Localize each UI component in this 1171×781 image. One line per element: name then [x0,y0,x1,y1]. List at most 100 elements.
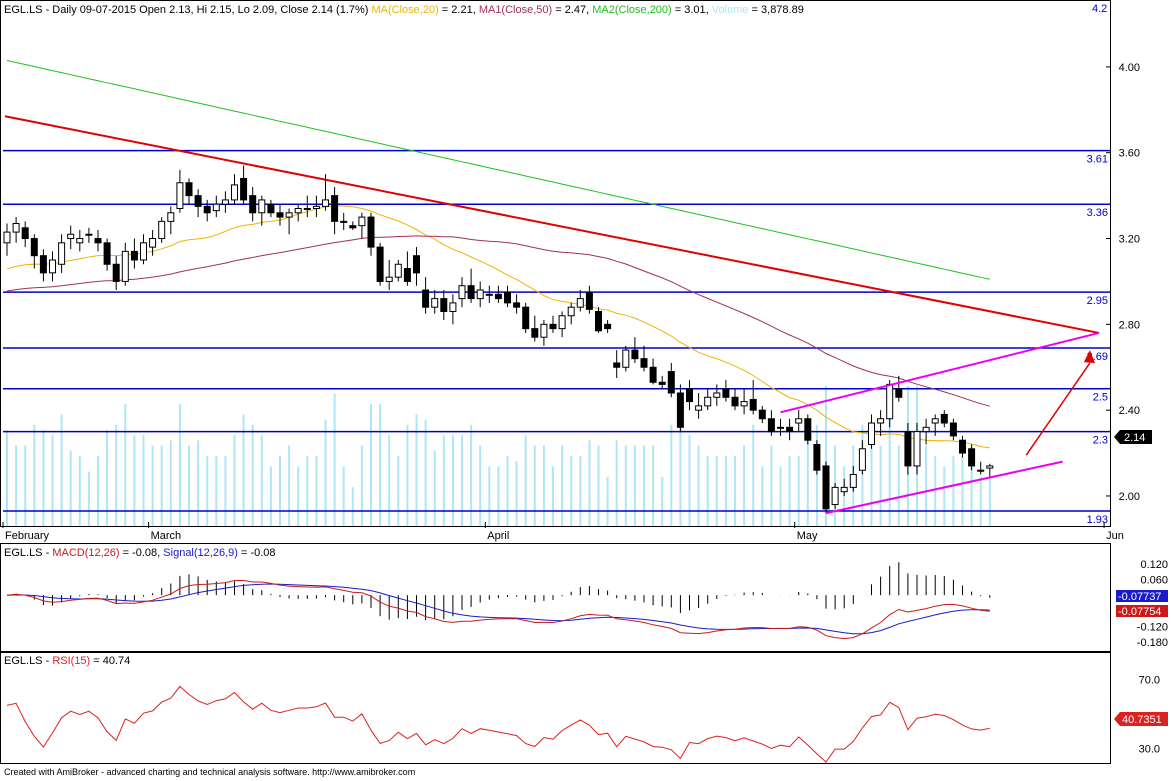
candle-body [576,298,584,308]
projection-arrow-head [1083,350,1095,364]
rsi-label: RSI(15) [52,655,90,667]
candle-body [731,396,739,407]
candle-body [822,465,830,510]
macd-header: EGL.LS - MACD(12,26) = -0.08, Signal(12,… [4,547,276,559]
candle-body [649,366,657,383]
downtrend-line [4,115,1100,334]
candle-body [567,306,575,317]
candle-body [440,298,448,312]
candle-body [403,268,411,282]
candle-body [740,401,748,407]
corner-value: 4.2 [1092,3,1107,15]
candle-body [795,418,803,424]
candle-body [258,199,266,214]
candle-body [840,486,848,493]
candle-body [194,195,202,207]
candle-body [467,285,475,300]
candle-body [322,199,329,207]
candle-body [895,388,903,398]
candle-body [431,298,439,308]
macd-label: MACD(12,26) [52,547,119,559]
candle-body [130,250,138,261]
candle-body [303,207,311,210]
rsi-panel[interactable] [0,652,1111,764]
candle-body [58,242,66,265]
rsi-value: = 40.74 [90,655,130,667]
candle-body [713,392,721,398]
candle-body [367,216,375,248]
ma50-value: = 2.47, [552,4,592,16]
candle-body [67,233,75,240]
ma20-line [6,205,990,449]
candle-body [376,246,384,282]
price-panel[interactable] [0,0,1111,527]
candle-body [494,293,502,300]
month-label: February [5,530,50,542]
candle-body [21,227,29,240]
candle-body [513,302,521,308]
level-label: 3.36 [1087,207,1108,219]
candle-body [949,422,957,437]
candle-body [449,302,457,312]
candle-body [704,396,712,407]
candle-body [804,418,812,441]
candle-body [176,182,184,209]
signal-label: Signal(12,26,9) [163,547,238,559]
candle-body [658,381,666,385]
month-axis: FebruaryMarchAprilMayJunJul [2,522,1124,542]
last-price-label: 2.14 [1124,432,1145,444]
candle-body [12,223,20,233]
candle-body [221,199,229,205]
candle-body [285,212,293,218]
level-label: 2.3 [1093,435,1108,447]
rsi-line [6,685,990,763]
macd-panel[interactable] [0,543,1111,652]
candle-body [849,474,857,488]
candle-body [3,231,11,244]
rsi-y-label: 30.0 [1139,743,1160,755]
candle-body [331,195,339,222]
y-tick-label: 3.60 [1119,148,1140,160]
candle-body [858,448,866,471]
candle-body [631,349,639,360]
candle-body [212,203,220,212]
candle-body [231,184,238,201]
candle-body [786,426,794,433]
month-label: April [487,530,509,542]
candle-body [676,392,684,428]
candle-body [667,371,675,394]
candle-body [986,465,994,469]
candle-body [422,289,430,308]
price-axis: 2.00 2.40 2.80 3.20 3.60 4.00 [1106,62,1140,503]
y-tick-label: 2.40 [1119,405,1140,417]
candle-body [749,398,757,411]
candle-body [777,426,784,429]
candle-body [349,225,357,229]
channel-upper-line [780,331,1100,414]
level-label: 2.95 [1087,295,1108,307]
level-label: 3.61 [1087,154,1108,166]
candle-body [622,349,630,368]
candle-body [640,358,648,368]
candle-body [185,182,193,197]
signal-value: = -0.08 [238,547,276,559]
level-label: 1.93 [1087,514,1108,526]
candle-body [904,431,912,467]
macd-last-badges: -0.07737 -0.07754 [1116,590,1168,618]
candle-body [585,291,593,310]
rsi-last-value: 40.7351 [1122,714,1162,726]
candle-body [549,323,557,330]
level-label: 2.5 [1093,392,1108,404]
rsi-y-label: 70.0 [1139,675,1160,687]
y-tick-label: 4.00 [1119,62,1140,74]
candle-body [167,212,175,222]
footer-credit: Created with AmiBroker - advanced charti… [4,767,416,777]
signal-last-value: -0.07754 [1118,606,1161,618]
candle-body [121,250,129,282]
candle-body [85,233,93,236]
candle-body [504,291,511,304]
ma200-value: = 3.01, [672,4,712,16]
candle-body [276,212,284,218]
candle-body [485,293,493,296]
